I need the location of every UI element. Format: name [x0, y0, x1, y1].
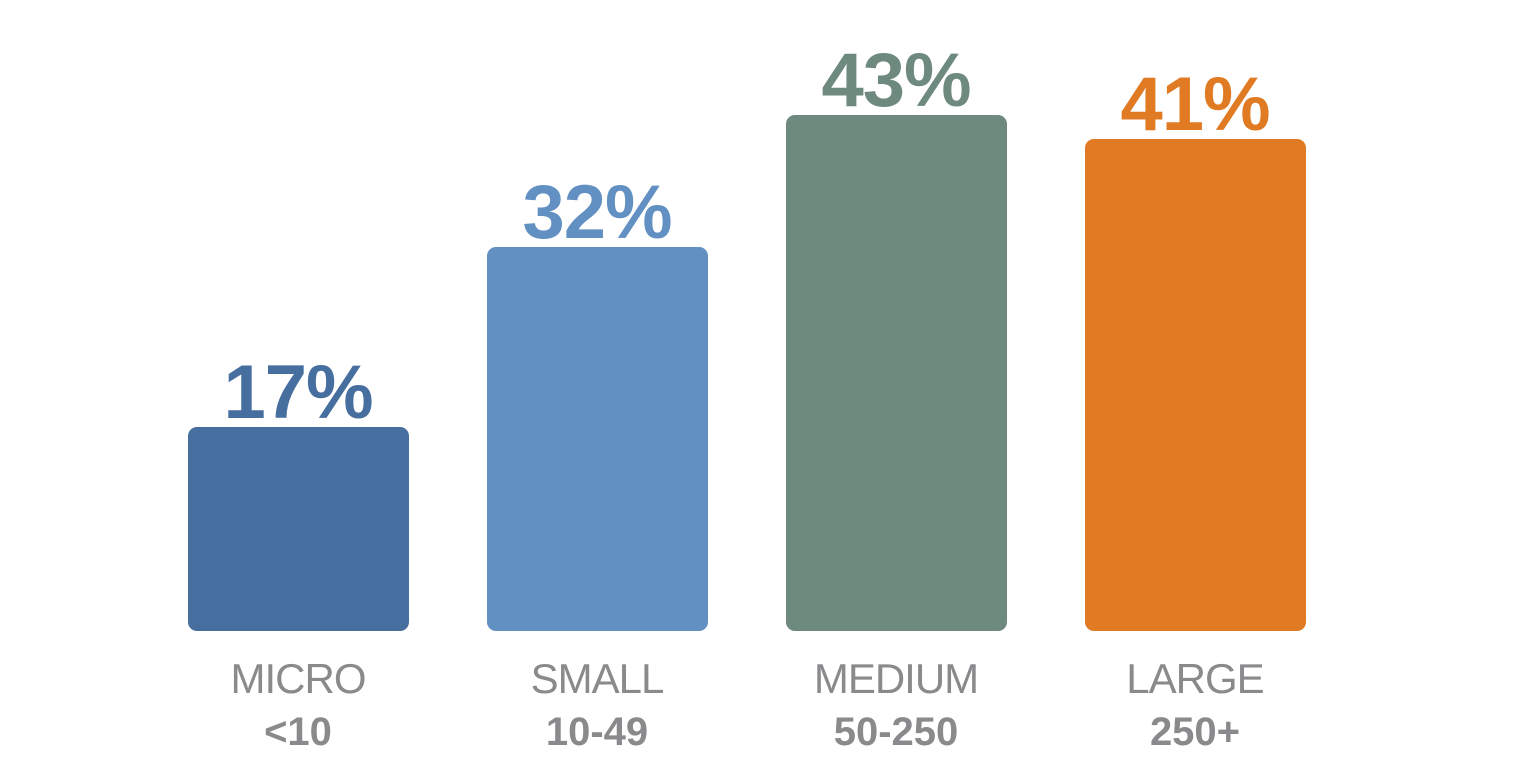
category-name: MICRO — [230, 655, 367, 702]
bar-micro — [188, 427, 409, 631]
bar-medium — [786, 115, 1007, 631]
category-range: 250+ — [1149, 710, 1241, 754]
category-name: MEDIUM — [813, 655, 979, 702]
value-label-large: 41% — [1120, 62, 1270, 147]
bar-small — [487, 247, 708, 631]
category-range: 10-49 — [545, 710, 649, 754]
value-label-medium: 43% — [821, 38, 971, 123]
category-range: <10 — [264, 710, 332, 754]
category-label-small: SMALL 10-49 — [447, 655, 747, 754]
category-name: LARGE — [1126, 655, 1264, 702]
value-label-micro: 17% — [223, 350, 373, 435]
category-range: 50-250 — [833, 710, 959, 754]
category-label-medium: MEDIUM 50-250 — [746, 655, 1046, 754]
value-label-small: 32% — [522, 170, 672, 255]
category-label-large: LARGE 250+ — [1045, 655, 1345, 754]
category-name: SMALL — [530, 655, 665, 702]
bar-large — [1085, 139, 1306, 631]
category-label-micro: MICRO <10 — [148, 655, 448, 754]
